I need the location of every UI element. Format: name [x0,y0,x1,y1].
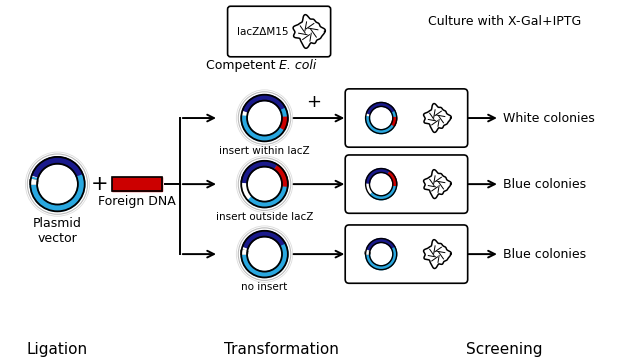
Polygon shape [279,117,288,130]
Circle shape [366,103,397,134]
Circle shape [241,161,288,207]
Text: Screening: Screening [466,342,543,357]
Text: +: + [90,174,108,194]
Polygon shape [391,117,397,126]
Polygon shape [370,171,397,200]
Text: Blue colonies: Blue colonies [503,248,586,261]
Polygon shape [241,250,247,254]
Polygon shape [30,179,37,184]
Polygon shape [366,251,370,254]
Polygon shape [32,157,83,177]
Polygon shape [366,239,395,250]
Polygon shape [30,175,84,211]
Polygon shape [243,231,286,248]
Text: Transformation: Transformation [224,342,338,357]
Text: Ligation: Ligation [27,342,88,357]
Polygon shape [366,168,390,183]
Bar [112,177,163,191]
Polygon shape [366,248,397,270]
Polygon shape [366,112,397,134]
Polygon shape [243,95,286,112]
Polygon shape [248,165,288,207]
Text: no insert: no insert [241,282,288,292]
Polygon shape [241,244,288,278]
Polygon shape [365,251,370,254]
Text: insert outside lacZ: insert outside lacZ [216,212,313,222]
Text: White colonies: White colonies [503,112,594,125]
Text: Blue colonies: Blue colonies [503,177,586,191]
Text: E. coli: E. coli [279,59,316,72]
Text: +: + [305,93,321,111]
Polygon shape [241,161,278,183]
Polygon shape [30,179,38,184]
Polygon shape [274,165,288,186]
Circle shape [366,168,397,200]
Polygon shape [241,250,248,254]
FancyBboxPatch shape [227,6,331,57]
FancyBboxPatch shape [345,155,467,213]
Polygon shape [241,108,288,141]
Text: insert within lacZ: insert within lacZ [219,146,310,156]
Bar [112,177,163,191]
Text: Plasmid
vector: Plasmid vector [33,217,82,245]
Circle shape [366,239,397,270]
FancyBboxPatch shape [345,225,467,283]
Circle shape [241,231,288,278]
Text: Competent: Competent [206,59,279,72]
FancyBboxPatch shape [345,89,467,147]
Polygon shape [388,171,397,185]
Polygon shape [366,103,395,114]
Text: Foreign DNA: Foreign DNA [98,195,176,208]
Circle shape [30,157,84,211]
Circle shape [241,95,288,141]
Text: Culture with X-Gal+IPTG: Culture with X-Gal+IPTG [428,15,581,28]
Text: lacZΔM15: lacZΔM15 [237,27,289,36]
